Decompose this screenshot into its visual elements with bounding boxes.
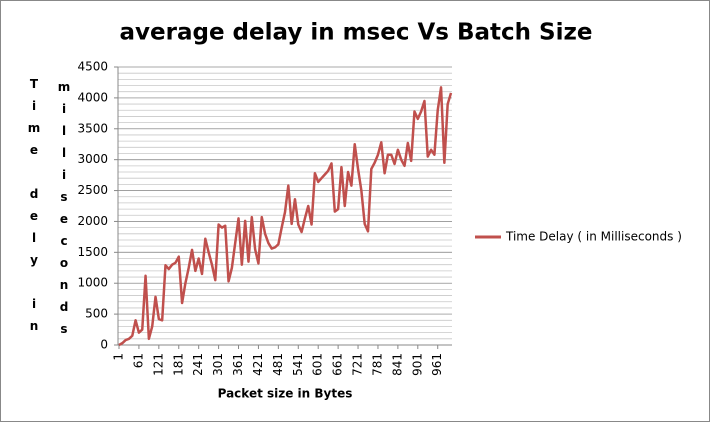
y-tick-label: 4500 [77, 60, 108, 74]
y-tick-label: 500 [85, 307, 108, 321]
x-tick-label: 841 [390, 353, 404, 376]
y-tick-label: 1000 [77, 276, 108, 290]
x-tick-label: 301 [211, 353, 225, 376]
x-tick-label: 601 [311, 353, 325, 376]
y-axis-title: milliseconds [57, 80, 71, 344]
legend-label: Time Delay ( in Milliseconds ) [505, 230, 682, 244]
y-tick-label: 3000 [77, 152, 108, 166]
y-tick-label: 2500 [77, 183, 108, 197]
x-tick-label: 541 [291, 353, 305, 376]
y-tick-label: 4000 [77, 90, 108, 104]
x-tick-label: 361 [231, 353, 245, 376]
x-tick-label: 181 [171, 353, 185, 376]
x-tick-label: 421 [251, 353, 265, 376]
y-tick-label: 0 [100, 338, 108, 352]
series-line [118, 86, 453, 347]
x-tick-label: 721 [351, 353, 365, 376]
x-tick-label: 241 [191, 353, 205, 376]
x-tick-label: 61 [131, 353, 145, 368]
y-tick-label: 2000 [77, 214, 108, 228]
y-tick-label: 3500 [77, 121, 108, 135]
x-tick-label: 121 [151, 353, 165, 376]
x-tick-label: 781 [370, 353, 384, 376]
x-tick-label: 961 [430, 353, 444, 376]
chart-title: average delay in msec Vs Batch Size [120, 20, 593, 46]
x-axis-title: Packet size in Bytes [218, 387, 353, 401]
y-tick-label: 1500 [77, 245, 108, 259]
y-axis-title: Time dely in [27, 77, 41, 341]
x-tick-label: 661 [331, 353, 345, 376]
x-tick-label: 481 [271, 353, 285, 376]
x-tick-label: 901 [410, 353, 424, 376]
x-tick-label: 1 [112, 353, 126, 361]
